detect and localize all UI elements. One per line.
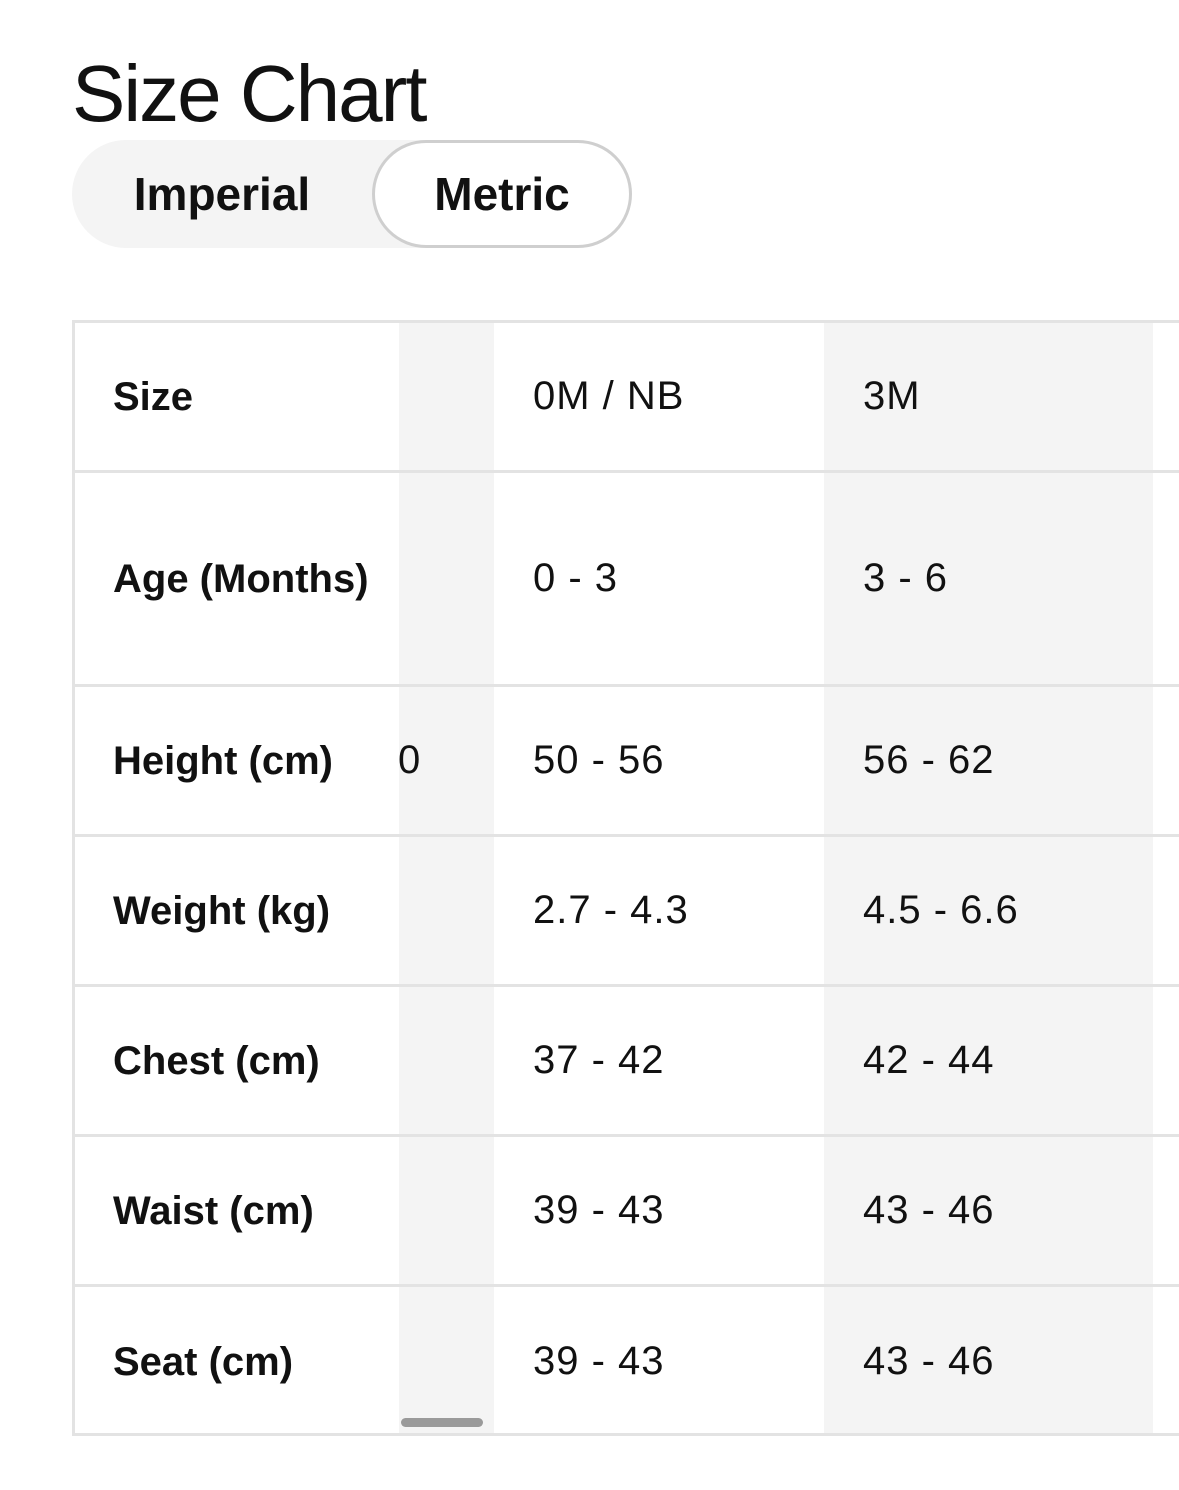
cell-value: 0 - 3 [533, 556, 619, 600]
page-title: Size Chart [72, 49, 427, 138]
row-label: Chest (cm) [113, 1038, 320, 1083]
row-label: Size [113, 374, 194, 419]
table-row: Height (cm) 0 50 - 56 56 - 62 [75, 687, 1179, 837]
size-table[interactable]: Size 0M / NB 3M Age (Months) 0 - 3 3 - 6 Heigh… [72, 320, 1179, 1436]
row-label: Waist (cm) [113, 1188, 314, 1233]
cell-value: 3 - 6 [863, 556, 949, 600]
cell-value: 39 - 43 [533, 1339, 665, 1383]
cell-value: 43 - 46 [863, 1339, 995, 1383]
cell-value: 56 - 62 [863, 738, 995, 782]
partial-column [399, 323, 494, 1433]
partial-cell: 0 [398, 738, 422, 782]
table-row: Chest (cm) 37 - 42 42 - 44 [75, 987, 1179, 1137]
table-row: Age (Months) 0 - 3 3 - 6 [75, 473, 1179, 687]
row-label: Seat (cm) [113, 1339, 294, 1384]
cell-value: 50 - 56 [533, 738, 665, 782]
horizontal-scrollbar[interactable] [401, 1418, 483, 1427]
cell-value: 43 - 46 [863, 1188, 995, 1232]
cell-value: 3M [863, 374, 921, 418]
cell-value: 2.7 - 4.3 [533, 888, 689, 932]
row-label: Age (Months) [113, 556, 369, 601]
table-row: Size 0M / NB 3M [75, 323, 1179, 473]
row-label: Height (cm) [113, 738, 333, 783]
table-row: Waist (cm) 39 - 43 43 - 46 [75, 1137, 1179, 1287]
table-row: Seat (cm) 39 - 43 43 - 46 [75, 1287, 1179, 1433]
row-label: Weight (kg) [113, 888, 331, 933]
table-row: Weight (kg) 2.7 - 4.3 4.5 - 6.6 [75, 837, 1179, 987]
cell-value: 42 - 44 [863, 1038, 995, 1082]
cell-value: 0M / NB [533, 374, 685, 418]
units-toggle: Imperial Metric [72, 140, 632, 248]
cell-value: 39 - 43 [533, 1188, 665, 1232]
metric-button[interactable]: Metric [372, 140, 632, 248]
imperial-button[interactable]: Imperial [133, 168, 311, 220]
stripe-column [824, 323, 1153, 1433]
cell-value: 37 - 42 [533, 1038, 665, 1082]
cell-value: 4.5 - 6.6 [863, 888, 1019, 932]
